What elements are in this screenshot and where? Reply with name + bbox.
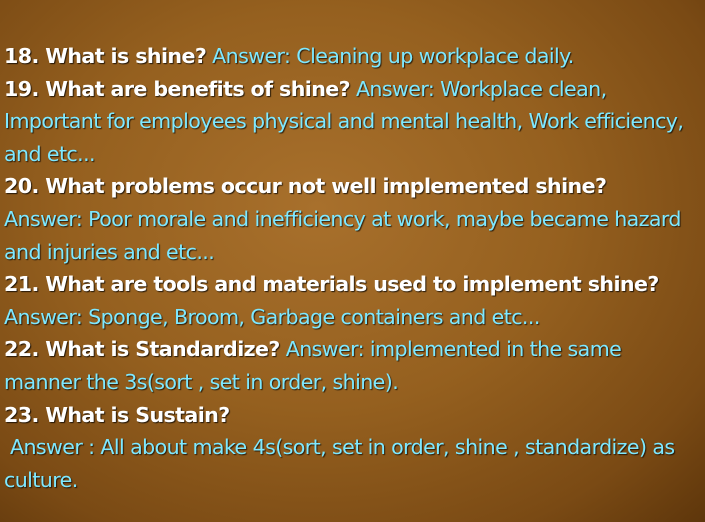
question-19: 19. What are benefits of shine? bbox=[4, 76, 351, 101]
qa-item-19: 19. What are benefits of shine? Answer: … bbox=[4, 73, 702, 171]
answer-21: Answer: Sponge, Broom, Garbage container… bbox=[4, 304, 540, 329]
qa-item-23: 23. What is Sustain? Answer : All about … bbox=[4, 399, 702, 497]
answer-19: Answer: Workplace clean, Important for e… bbox=[4, 76, 684, 166]
answer-20: Answer: Poor morale and inefficiency at … bbox=[4, 206, 682, 264]
qa-item-20: 20. What problems occur not well impleme… bbox=[4, 170, 702, 268]
question-18: 18. What is shine? bbox=[4, 44, 207, 68]
qa-list: 18. What is shine? Answer: Cleaning up w… bbox=[4, 40, 702, 496]
question-21: 21. What are tools and materials used to… bbox=[4, 272, 659, 297]
question-22: 22. What is Standardize? bbox=[4, 337, 280, 362]
answer-23: Answer : All about make 4s(sort, set in … bbox=[4, 435, 675, 492]
question-20: 20. What problems occur not well impleme… bbox=[4, 174, 607, 199]
question-23: 23. What is Sustain? bbox=[4, 402, 230, 427]
answer-22: Answer: implemented in the same manner t… bbox=[4, 337, 622, 394]
qa-item-18: 18. What is shine? Answer: Cleaning up w… bbox=[4, 40, 702, 73]
answer-18: Answer: Cleaning up workplace daily. bbox=[212, 44, 574, 68]
qa-item-22: 22. What is Standardize? Answer: impleme… bbox=[4, 333, 702, 398]
qa-item-21: 21. What are tools and materials used to… bbox=[4, 268, 702, 333]
